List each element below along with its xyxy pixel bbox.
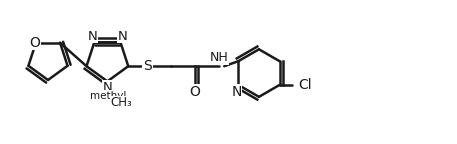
Text: NH: NH <box>209 52 228 65</box>
Text: N: N <box>102 81 112 94</box>
Text: N: N <box>87 30 97 43</box>
Text: methyl: methyl <box>90 91 126 101</box>
Text: N: N <box>118 30 128 43</box>
Text: S: S <box>143 59 152 73</box>
Text: O: O <box>190 85 201 99</box>
Text: O: O <box>30 36 40 50</box>
Text: CH₃: CH₃ <box>111 96 133 109</box>
Text: N: N <box>231 85 242 99</box>
Text: Cl: Cl <box>299 78 312 92</box>
